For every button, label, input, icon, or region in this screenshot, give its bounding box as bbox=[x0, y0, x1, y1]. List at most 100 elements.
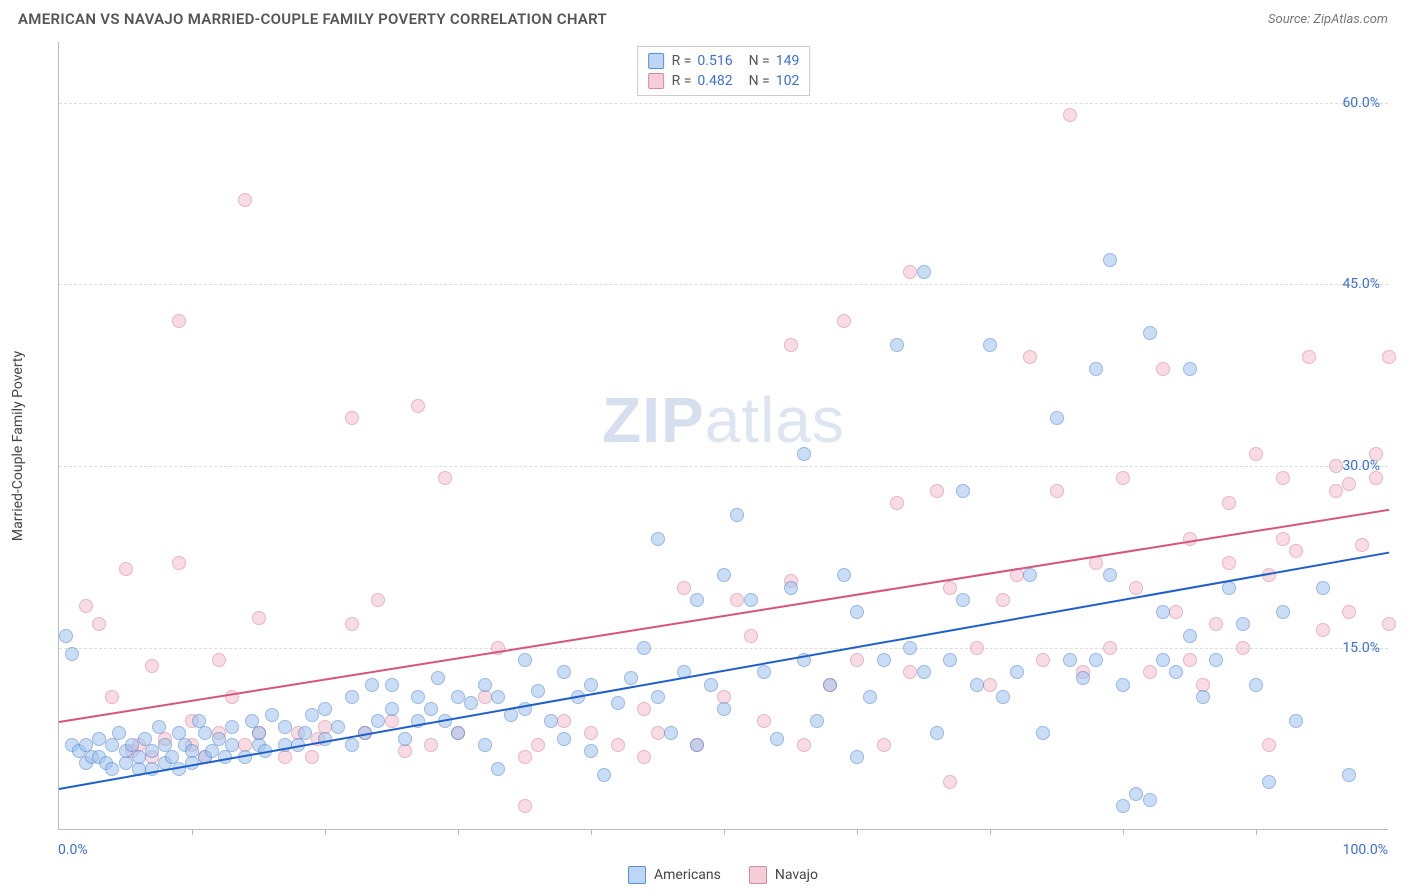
legend-swatch-navajo bbox=[749, 866, 767, 884]
data-point-navajo bbox=[478, 690, 492, 704]
data-point-americans bbox=[557, 732, 571, 746]
data-point-americans bbox=[690, 593, 704, 607]
data-point-navajo bbox=[1143, 665, 1157, 679]
data-point-navajo bbox=[1063, 108, 1077, 122]
data-point-americans bbox=[1089, 653, 1103, 667]
x-tick-mark bbox=[1256, 829, 1257, 835]
legend-swatch-pink bbox=[648, 73, 664, 89]
data-point-navajo bbox=[252, 611, 266, 625]
data-point-navajo bbox=[837, 314, 851, 328]
data-point-navajo bbox=[557, 714, 571, 728]
data-point-americans bbox=[252, 726, 266, 740]
data-point-navajo bbox=[983, 678, 997, 692]
data-point-navajo bbox=[1342, 605, 1356, 619]
data-point-americans bbox=[318, 702, 332, 716]
data-point-americans bbox=[411, 690, 425, 704]
data-point-americans bbox=[651, 690, 665, 704]
correlation-legend: R = 0.516 N = 149 R = 0.482 N = 102 bbox=[637, 46, 811, 96]
data-point-americans bbox=[784, 581, 798, 595]
legend-label-americans: Americans bbox=[654, 867, 721, 883]
data-point-americans bbox=[917, 265, 931, 279]
data-point-americans bbox=[265, 708, 279, 722]
data-point-navajo bbox=[943, 775, 957, 789]
data-point-americans bbox=[1183, 362, 1197, 376]
gridline-h bbox=[59, 103, 1388, 104]
data-point-navajo bbox=[1129, 581, 1143, 595]
y-axis-label: Married-Couple Family Poverty bbox=[10, 351, 26, 541]
data-point-navajo bbox=[438, 471, 452, 485]
data-point-americans bbox=[1116, 678, 1130, 692]
data-point-navajo bbox=[1289, 544, 1303, 558]
data-point-navajo bbox=[1209, 617, 1223, 631]
data-point-americans bbox=[823, 678, 837, 692]
data-point-americans bbox=[345, 738, 359, 752]
data-point-americans bbox=[65, 647, 79, 661]
data-point-americans bbox=[371, 714, 385, 728]
data-point-americans bbox=[1289, 714, 1303, 728]
x-axis-max-label: 100.0% bbox=[1343, 842, 1388, 858]
data-point-americans bbox=[1196, 690, 1210, 704]
legend-swatch-americans bbox=[628, 866, 646, 884]
data-point-navajo bbox=[850, 653, 864, 667]
data-point-americans bbox=[983, 338, 997, 352]
data-point-americans bbox=[890, 338, 904, 352]
data-point-americans bbox=[424, 702, 438, 716]
data-point-americans bbox=[331, 720, 345, 734]
data-point-navajo bbox=[238, 193, 252, 207]
data-point-americans bbox=[1143, 326, 1157, 340]
data-point-navajo bbox=[584, 726, 598, 740]
data-point-americans bbox=[478, 678, 492, 692]
data-point-navajo bbox=[651, 726, 665, 740]
data-point-navajo bbox=[518, 750, 532, 764]
data-point-navajo bbox=[278, 750, 292, 764]
data-point-americans bbox=[850, 605, 864, 619]
data-point-navajo bbox=[744, 629, 758, 643]
data-point-navajo bbox=[784, 338, 798, 352]
data-point-americans bbox=[956, 484, 970, 498]
data-point-navajo bbox=[877, 738, 891, 752]
data-point-americans bbox=[797, 447, 811, 461]
correlation-row-pink: R = 0.482 N = 102 bbox=[648, 71, 800, 91]
data-point-americans bbox=[717, 568, 731, 582]
data-point-navajo bbox=[371, 593, 385, 607]
data-point-navajo bbox=[677, 581, 691, 595]
scatter-chart: ZIPatlas R = 0.516 N = 149 R = 0.482 N =… bbox=[58, 42, 1388, 830]
data-point-americans bbox=[996, 690, 1010, 704]
x-tick-mark bbox=[458, 829, 459, 835]
data-point-americans bbox=[112, 726, 126, 740]
data-point-americans bbox=[105, 762, 119, 776]
data-point-navajo bbox=[172, 556, 186, 570]
data-point-americans bbox=[930, 726, 944, 740]
data-point-americans bbox=[837, 568, 851, 582]
x-tick-mark bbox=[1123, 829, 1124, 835]
gridline-h bbox=[59, 648, 1388, 649]
data-point-americans bbox=[1276, 605, 1290, 619]
data-point-navajo bbox=[1342, 477, 1356, 491]
data-point-americans bbox=[365, 678, 379, 692]
data-point-navajo bbox=[305, 750, 319, 764]
data-point-navajo bbox=[1183, 653, 1197, 667]
data-point-americans bbox=[225, 720, 239, 734]
data-point-americans bbox=[1103, 253, 1117, 267]
data-point-navajo bbox=[1329, 459, 1343, 473]
y-tick-label: 45.0% bbox=[1342, 276, 1380, 292]
legend-item-navajo: Navajo bbox=[749, 866, 818, 884]
data-point-navajo bbox=[730, 593, 744, 607]
data-point-americans bbox=[584, 744, 598, 758]
data-point-americans bbox=[956, 593, 970, 607]
data-point-navajo bbox=[970, 641, 984, 655]
data-point-navajo bbox=[1222, 496, 1236, 510]
data-point-americans bbox=[704, 678, 718, 692]
data-point-americans bbox=[1050, 411, 1064, 425]
data-point-americans bbox=[597, 768, 611, 782]
data-point-navajo bbox=[79, 599, 93, 613]
data-point-navajo bbox=[797, 738, 811, 752]
data-point-navajo bbox=[531, 738, 545, 752]
data-point-americans bbox=[1129, 787, 1143, 801]
data-point-americans bbox=[1116, 799, 1130, 813]
data-point-navajo bbox=[212, 653, 226, 667]
data-point-americans bbox=[730, 508, 744, 522]
data-point-americans bbox=[584, 678, 598, 692]
data-point-navajo bbox=[1262, 738, 1276, 752]
data-point-navajo bbox=[903, 265, 917, 279]
